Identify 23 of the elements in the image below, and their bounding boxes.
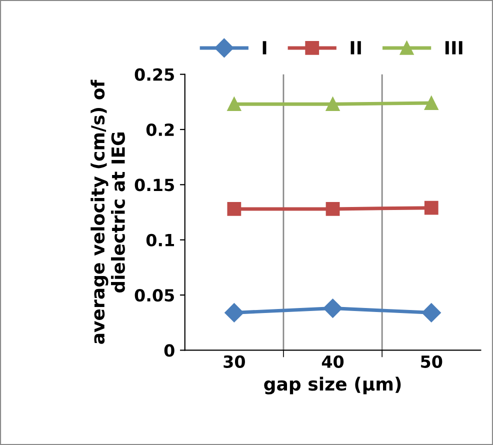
y-tick-label: 0.1 xyxy=(146,234,174,246)
y-tick-label: 0.2 xyxy=(146,123,174,136)
point xyxy=(422,303,441,322)
x-axis-title: gap size (µm) xyxy=(264,376,401,394)
point xyxy=(227,97,242,112)
y-tick-label: 0.05 xyxy=(134,288,174,302)
point xyxy=(326,202,340,216)
x-tick-label: 40 xyxy=(322,355,344,368)
y-axis-title: average velocity (cm/s) of dielectric at IEG xyxy=(90,80,125,344)
legend-label: II xyxy=(350,41,361,54)
x-tick-label: 50 xyxy=(421,355,442,368)
y-tick-label: 0.25 xyxy=(134,68,174,81)
point xyxy=(323,298,342,318)
y-tick-label: 0.15 xyxy=(134,178,174,192)
legend-label: I xyxy=(262,41,266,54)
point xyxy=(326,97,340,112)
legend-label: III xyxy=(445,41,462,54)
point xyxy=(424,96,438,110)
point xyxy=(227,202,242,216)
point xyxy=(224,303,244,322)
x-tick-label: 30 xyxy=(224,355,245,368)
y-tick-label: 0 xyxy=(164,344,174,357)
point xyxy=(424,200,438,215)
